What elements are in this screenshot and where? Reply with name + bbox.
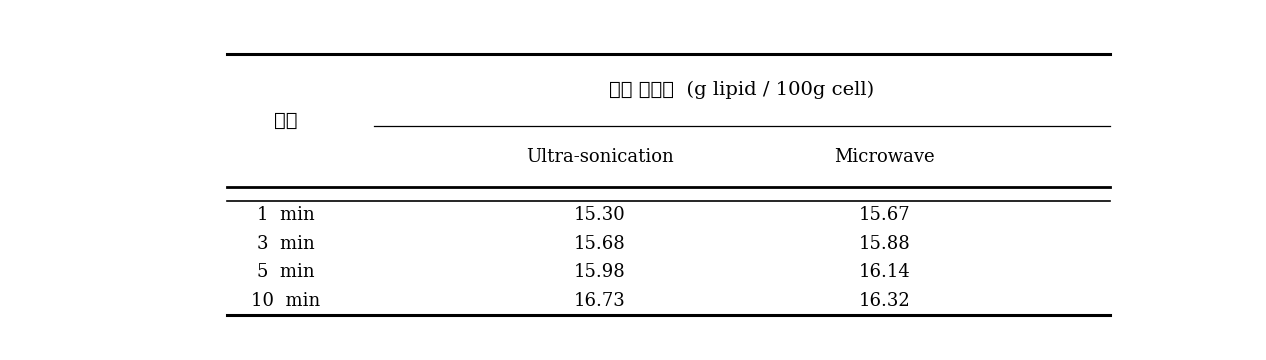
Text: 15.67: 15.67 (858, 206, 910, 224)
Text: 16.32: 16.32 (858, 292, 910, 310)
Text: Ultra-sonication: Ultra-sonication (525, 148, 674, 166)
Text: 세포 파괴법  (g lipid / 100g cell): 세포 파괴법 (g lipid / 100g cell) (609, 81, 875, 99)
Text: 5  min: 5 min (257, 263, 315, 281)
Text: 15.88: 15.88 (858, 235, 910, 253)
Text: 3  min: 3 min (257, 235, 315, 253)
Text: 1  min: 1 min (257, 206, 315, 224)
Text: 10  min: 10 min (251, 292, 320, 310)
Text: 16.73: 16.73 (573, 292, 625, 310)
Text: 15.98: 15.98 (573, 263, 625, 281)
Text: 시간: 시간 (273, 112, 298, 130)
Text: 15.68: 15.68 (573, 235, 625, 253)
Text: 16.14: 16.14 (858, 263, 910, 281)
Text: 15.30: 15.30 (573, 206, 625, 224)
Text: Microwave: Microwave (834, 148, 934, 166)
